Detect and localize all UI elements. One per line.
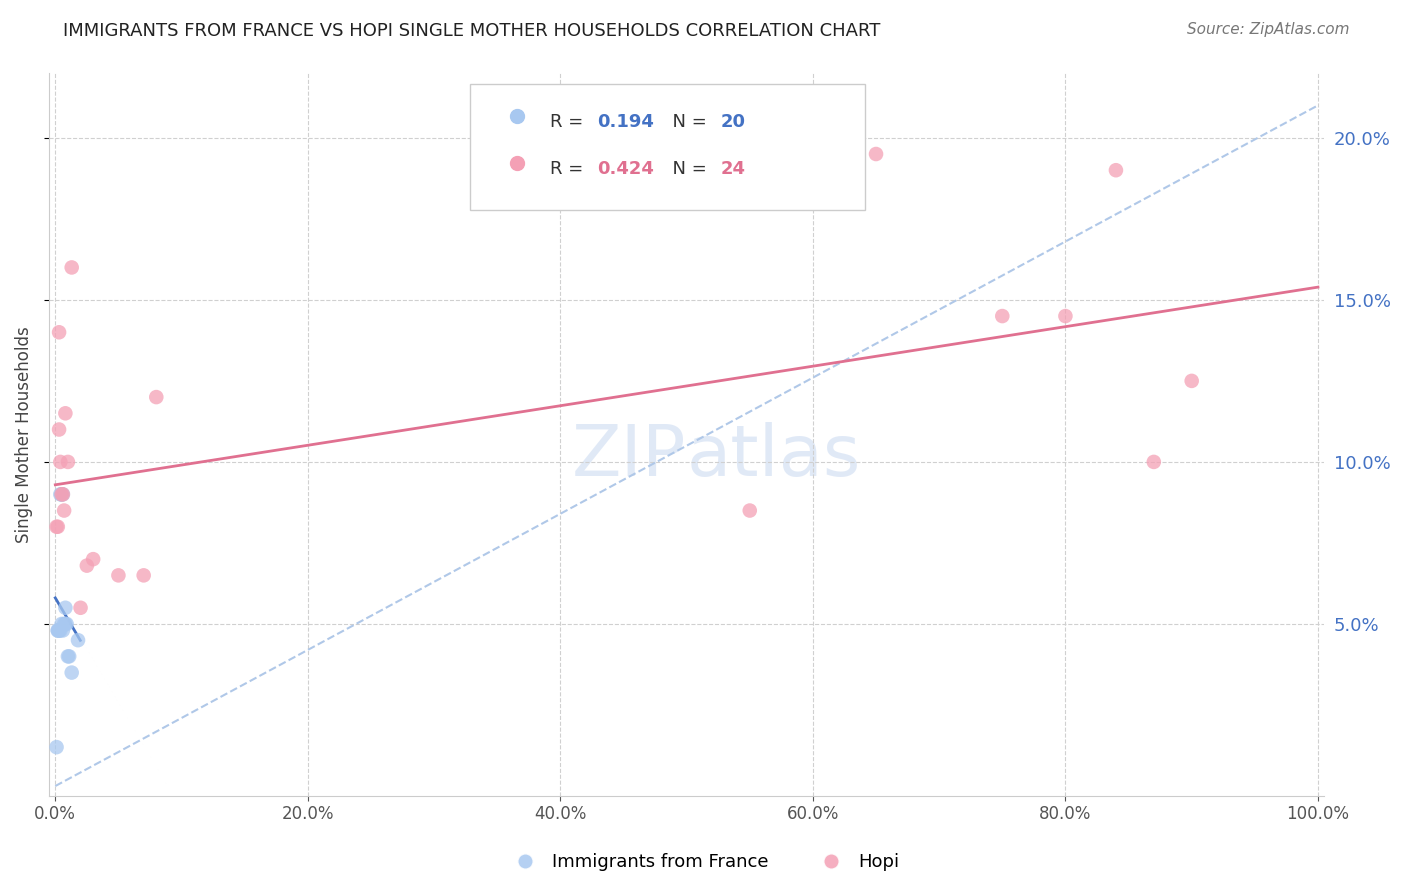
Point: [55, 617, 77, 632]
Point: [60, 260, 83, 275]
Point: [51, 617, 73, 632]
FancyBboxPatch shape: [470, 84, 865, 211]
Point: [76, 558, 98, 573]
Point: [60, 665, 83, 680]
Text: R =: R =: [550, 112, 589, 131]
Legend: Immigrants from France, Hopi: Immigrants from France, Hopi: [499, 847, 907, 879]
Point: [48, 624, 70, 638]
Text: N =: N =: [661, 160, 713, 178]
Point: [51, 487, 73, 501]
Point: [45, 740, 67, 755]
Point: [56, 649, 79, 664]
Point: [738, 503, 761, 517]
Point: [51, 487, 73, 501]
Point: [145, 390, 167, 404]
Point: [49, 487, 72, 501]
Point: [46, 520, 69, 534]
Point: [1143, 455, 1166, 469]
Point: [56, 455, 79, 469]
Point: [55, 617, 77, 632]
Text: 24: 24: [721, 160, 747, 178]
Point: [55, 406, 77, 420]
Point: [132, 568, 155, 582]
Point: [52, 624, 75, 638]
Point: [58, 649, 80, 664]
Text: 0.194: 0.194: [598, 112, 654, 131]
Text: 0.424: 0.424: [598, 160, 654, 178]
Point: [1054, 309, 1077, 323]
Point: [48, 624, 70, 638]
Text: R =: R =: [550, 160, 589, 178]
Point: [52, 487, 75, 501]
Text: ZIP: ZIP: [572, 422, 686, 491]
Text: N =: N =: [661, 112, 713, 131]
Point: [1105, 163, 1128, 178]
Point: [53, 503, 76, 517]
Point: [52, 487, 75, 501]
Point: [49, 455, 72, 469]
Text: 20: 20: [721, 112, 747, 131]
Point: [107, 568, 129, 582]
Point: [49, 624, 72, 638]
Point: [53, 617, 76, 632]
Point: [46, 624, 69, 638]
Point: [51, 487, 73, 501]
Point: [66, 633, 89, 648]
Y-axis label: Single Mother Households: Single Mother Households: [15, 326, 32, 542]
Point: [991, 309, 1014, 323]
Point: [45, 520, 67, 534]
Point: [69, 600, 91, 615]
Point: [1181, 374, 1204, 388]
Text: atlas: atlas: [686, 422, 860, 491]
Point: [48, 326, 70, 340]
Point: [46, 624, 69, 638]
Point: [865, 147, 887, 161]
Point: [55, 600, 77, 615]
Point: [82, 552, 104, 566]
Text: IMMIGRANTS FROM FRANCE VS HOPI SINGLE MOTHER HOUSEHOLDS CORRELATION CHART: IMMIGRANTS FROM FRANCE VS HOPI SINGLE MO…: [63, 22, 880, 40]
Text: Source: ZipAtlas.com: Source: ZipAtlas.com: [1187, 22, 1350, 37]
Point: [48, 423, 70, 437]
